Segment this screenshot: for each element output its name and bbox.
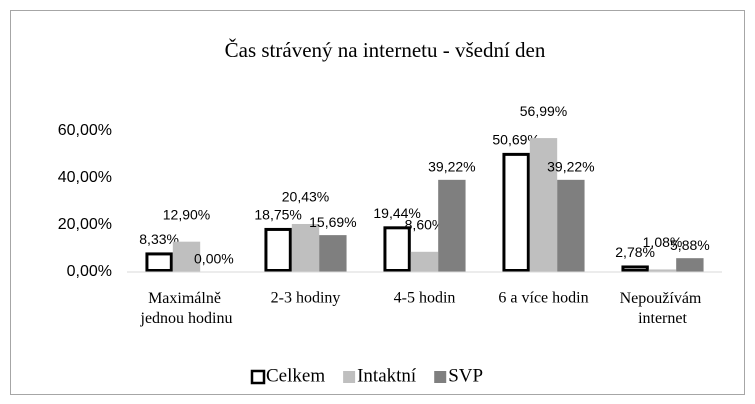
bar bbox=[676, 258, 704, 272]
x-tick-label: 4-5 hodin bbox=[394, 290, 456, 307]
data-label: 15,69% bbox=[309, 214, 356, 230]
chart-frame bbox=[10, 10, 745, 395]
bar bbox=[172, 241, 201, 272]
y-tick-label: 0,00% bbox=[67, 263, 112, 280]
data-label: 8,33% bbox=[139, 231, 179, 247]
data-label: 8,60% bbox=[405, 216, 445, 232]
data-label: 50,69% bbox=[492, 132, 539, 148]
y-tick-label: 20,00% bbox=[58, 216, 112, 233]
bar bbox=[145, 252, 173, 272]
data-label: 39,22% bbox=[547, 159, 594, 175]
data-label: 5,88% bbox=[670, 237, 710, 253]
bar bbox=[410, 251, 439, 272]
data-label: 18,75% bbox=[254, 207, 301, 223]
chart-title: Čas strávený na internetu - všední den bbox=[225, 38, 546, 62]
bar bbox=[648, 269, 677, 272]
legend-label: Celkem bbox=[266, 365, 325, 386]
bar bbox=[502, 152, 530, 272]
data-label: 1,08% bbox=[643, 234, 683, 250]
bar bbox=[264, 227, 292, 272]
bar bbox=[621, 265, 649, 273]
bar bbox=[557, 179, 585, 272]
legend-label: Intaktní bbox=[357, 365, 417, 386]
bar bbox=[383, 226, 411, 272]
x-tick-label: 6 a více hodin bbox=[498, 290, 588, 307]
x-tick-label: Maximálně jednou hodinu bbox=[140, 290, 233, 327]
bar bbox=[529, 138, 558, 272]
x-tick-label: Nepoužívám internet bbox=[620, 290, 706, 327]
data-label: 39,22% bbox=[428, 159, 475, 175]
legend-swatch bbox=[434, 371, 447, 383]
data-label: 20,43% bbox=[282, 189, 329, 205]
legend-swatch bbox=[343, 371, 356, 383]
data-label: 56,99% bbox=[520, 103, 567, 119]
y-tick-label: 40,00% bbox=[58, 169, 112, 186]
legend-swatch bbox=[250, 369, 266, 385]
data-label: 19,44% bbox=[373, 205, 420, 221]
data-label: 12,90% bbox=[163, 206, 210, 222]
bar bbox=[438, 179, 466, 272]
data-label: 0,00% bbox=[194, 251, 234, 267]
data-label: 2,78% bbox=[615, 244, 655, 260]
y-tick-label: 60,00% bbox=[58, 122, 112, 139]
bar bbox=[291, 223, 320, 272]
bar bbox=[319, 235, 347, 272]
legend-label: SVP bbox=[448, 365, 483, 386]
x-tick-label: 2-3 hodiny bbox=[271, 290, 341, 307]
